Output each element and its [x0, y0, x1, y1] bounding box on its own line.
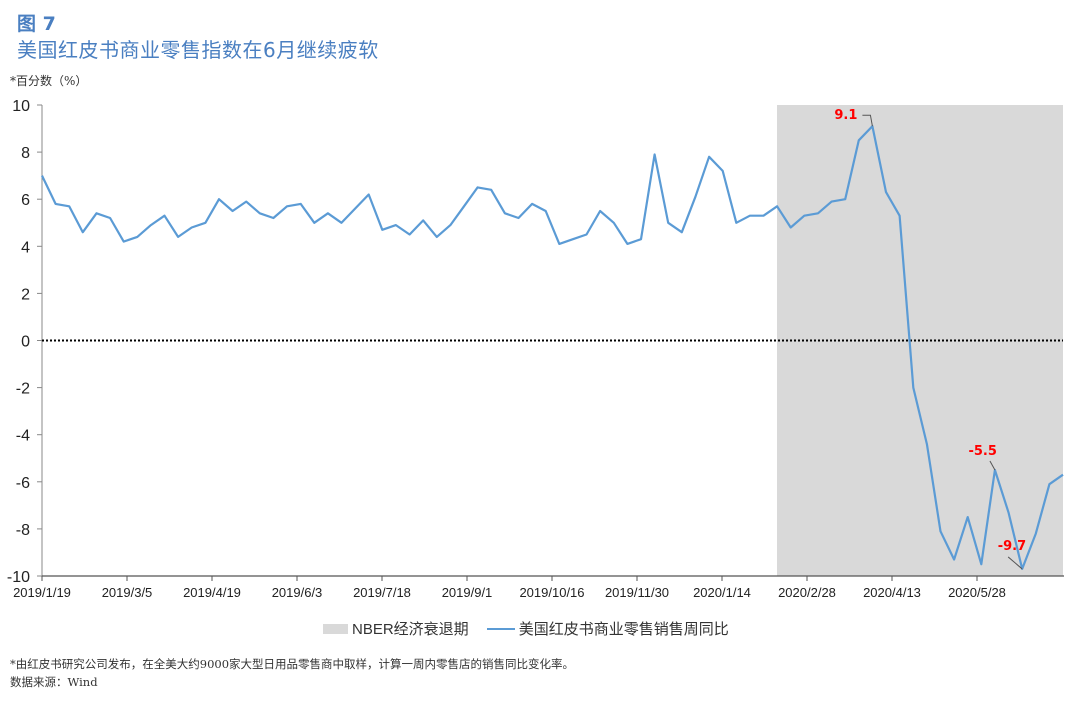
svg-text:2019/6/3: 2019/6/3 [272, 585, 323, 600]
legend: NBER经济衰退期 美国红皮书商业零售销售周同比 [323, 618, 729, 639]
svg-text:10: 10 [12, 98, 30, 115]
svg-text:2019/9/1: 2019/9/1 [442, 585, 493, 600]
svg-text:2019/4/19: 2019/4/19 [183, 585, 241, 600]
x-axis: 2019/1/19 2019/3/5 2019/4/19 2019/6/3 2019/7… [13, 575, 1064, 600]
svg-text:-10: -10 [7, 569, 30, 586]
svg-text:2: 2 [21, 286, 30, 303]
data-source: 数据来源：Wind [10, 675, 98, 689]
svg-text:-9.7: -9.7 [998, 539, 1026, 554]
svg-text:2019/7/18: 2019/7/18 [353, 585, 411, 600]
svg-text:4: 4 [21, 239, 30, 256]
legend-shade-label: NBER经济衰退期 [352, 621, 469, 638]
svg-text:-8: -8 [16, 522, 30, 539]
legend-line-swatch [486, 627, 515, 630]
legend-shade-swatch [323, 623, 348, 634]
svg-text:2019/3/5: 2019/3/5 [102, 585, 153, 600]
svg-text:2019/1/19: 2019/1/19 [13, 585, 71, 600]
svg-text:-4: -4 [16, 428, 30, 445]
svg-text:8: 8 [21, 145, 30, 162]
svg-text:6: 6 [21, 192, 30, 209]
y-axis: 10 8 6 4 2 0 -2 -4 -6 -8 -10 [7, 98, 43, 586]
figure-number: 图 7 [17, 13, 56, 35]
svg-text:2019/11/30: 2019/11/30 [605, 585, 669, 600]
annotations: 9.1 -5.5 -9.7 [834, 108, 1026, 570]
svg-text:0: 0 [21, 334, 30, 351]
svg-text:2019/10/16: 2019/10/16 [519, 585, 584, 600]
svg-text:2020/4/13: 2020/4/13 [863, 585, 921, 600]
series-line [41, 125, 1064, 571]
legend-line-label: 美国红皮书商业零售销售周同比 [518, 621, 729, 638]
svg-text:-2: -2 [16, 381, 30, 398]
svg-text:-6: -6 [16, 475, 30, 492]
svg-text:9.1: 9.1 [834, 108, 857, 123]
svg-text:-5.5: -5.5 [968, 444, 996, 459]
svg-text:2020/5/28: 2020/5/28 [948, 585, 1006, 600]
svg-text:2020/2/28: 2020/2/28 [778, 585, 836, 600]
y-axis-unit: *百分数（%） [10, 74, 88, 88]
chart-title: 美国红皮书商业零售指数在6月继续疲软 [17, 38, 379, 62]
footnote: *由红皮书研究公司发布，在全美大约9000家大型日用品零售商中取样，计算一周内零… [10, 657, 575, 671]
svg-text:2020/1/14: 2020/1/14 [693, 585, 751, 600]
